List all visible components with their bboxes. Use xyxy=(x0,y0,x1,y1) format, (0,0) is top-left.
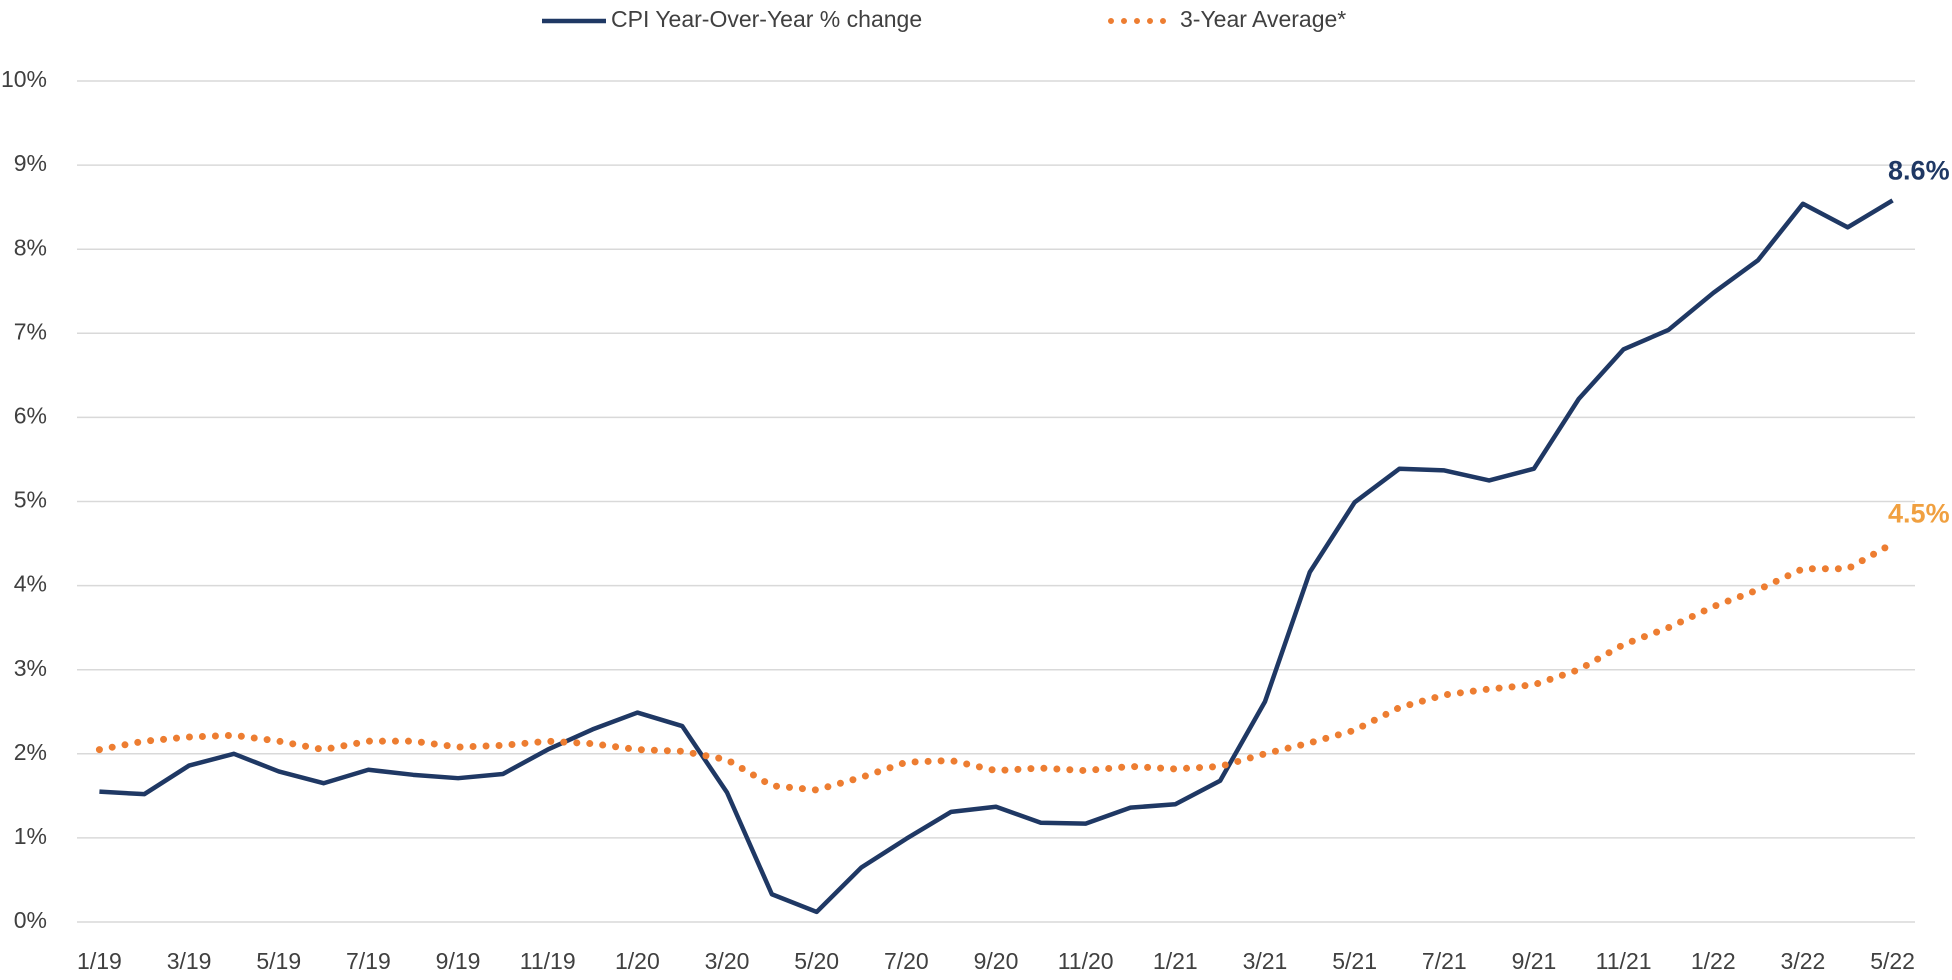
x-tick-label: 11/21 xyxy=(1596,948,1652,974)
x-tick-label: 7/19 xyxy=(346,948,391,974)
y-tick-label: 0% xyxy=(14,907,47,933)
x-tick-label: 9/20 xyxy=(974,948,1019,974)
x-tick-label: 5/20 xyxy=(794,948,839,974)
x-tick-label: 11/20 xyxy=(1058,948,1114,974)
y-tick-label: 3% xyxy=(14,655,47,681)
x-tick-label: 3/21 xyxy=(1243,948,1288,974)
y-tick-label: 5% xyxy=(14,487,47,513)
y-tick-label: 1% xyxy=(14,823,47,849)
x-tick-label: 5/19 xyxy=(256,948,301,974)
x-tick-label: 1/21 xyxy=(1153,948,1198,974)
y-tick-label: 10% xyxy=(1,66,47,92)
x-tick-label: 1/22 xyxy=(1691,948,1736,974)
x-tick-label: 1/20 xyxy=(615,948,660,974)
x-tick-label: 3/22 xyxy=(1781,948,1826,974)
x-tick-label: 9/19 xyxy=(436,948,481,974)
y-tick-label: 8% xyxy=(14,234,47,260)
x-tick-label: 5/22 xyxy=(1870,948,1915,974)
data-label: 4.5% xyxy=(1888,499,1950,529)
x-tick-label: 9/21 xyxy=(1512,948,1557,974)
x-tick-label: 3/20 xyxy=(705,948,750,974)
x-tick-label: 7/21 xyxy=(1422,948,1467,974)
y-tick-label: 6% xyxy=(14,402,47,428)
legend-label: CPI Year-Over-Year % change xyxy=(611,6,922,32)
x-tick-label: 3/19 xyxy=(167,948,212,974)
y-tick-label: 7% xyxy=(14,318,47,344)
x-tick-label: 7/20 xyxy=(884,948,929,974)
series-line xyxy=(95,540,1897,794)
x-tick-label: 1/19 xyxy=(77,948,122,974)
y-tick-label: 9% xyxy=(14,150,47,176)
x-tick-label: 11/19 xyxy=(520,948,576,974)
y-tick-label: 2% xyxy=(14,739,47,765)
y-tick-label: 4% xyxy=(14,571,47,597)
series-line xyxy=(99,198,1894,915)
data-label: 8.6% xyxy=(1888,156,1950,186)
legend-label: 3-Year Average* xyxy=(1180,6,1346,32)
x-tick-label: 5/21 xyxy=(1332,948,1377,974)
